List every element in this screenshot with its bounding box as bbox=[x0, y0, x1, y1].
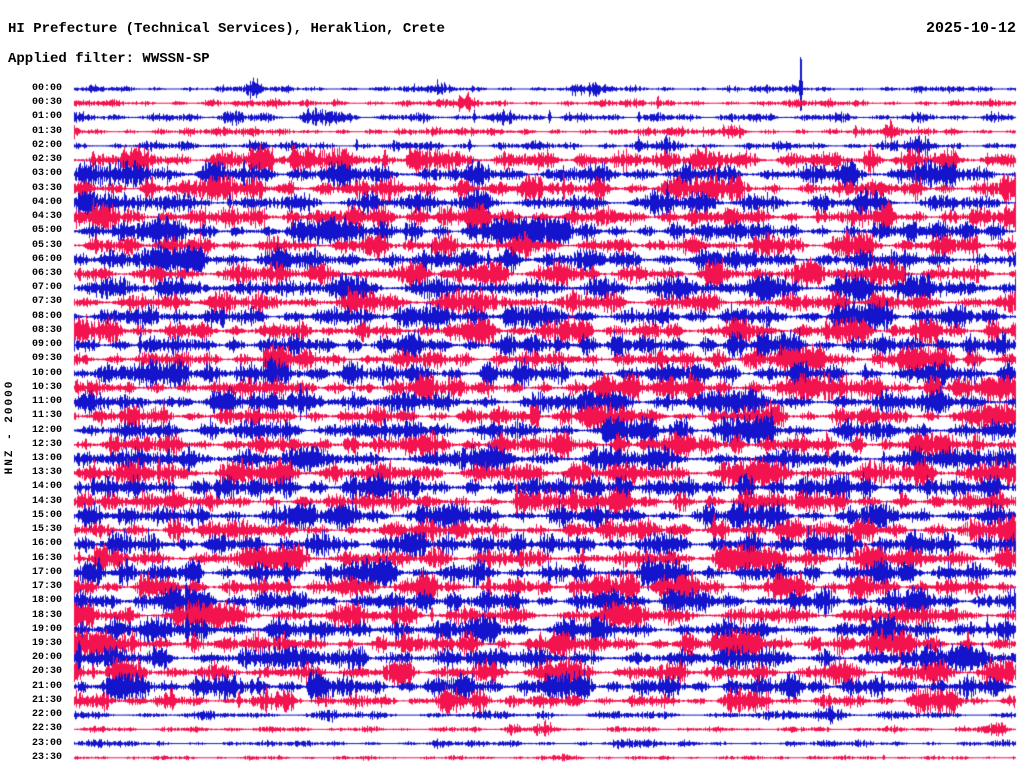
time-label: 19:30 bbox=[31, 637, 62, 649]
time-label: 08:30 bbox=[31, 324, 62, 336]
time-label: 16:00 bbox=[31, 538, 62, 550]
time-label: 08:00 bbox=[31, 310, 62, 322]
time-label: 13:30 bbox=[31, 467, 62, 479]
time-label: 23:30 bbox=[31, 751, 62, 763]
filter-label: Applied filter: WWSSN-SP bbox=[8, 51, 210, 67]
time-label: 19:00 bbox=[31, 623, 62, 635]
time-label: 09:00 bbox=[31, 339, 62, 351]
time-label: 09:30 bbox=[31, 353, 62, 365]
time-label: 11:00 bbox=[31, 396, 62, 408]
time-label: 03:30 bbox=[31, 182, 62, 194]
time-label: 12:00 bbox=[31, 424, 62, 436]
time-label: 01:30 bbox=[31, 125, 62, 137]
time-label: 10:00 bbox=[31, 367, 62, 379]
time-label: 17:00 bbox=[31, 566, 62, 578]
time-label: 21:00 bbox=[31, 680, 62, 692]
time-label: 12:30 bbox=[31, 438, 62, 450]
time-label: 03:00 bbox=[31, 168, 62, 180]
time-label: 21:30 bbox=[31, 694, 62, 706]
time-label: 06:30 bbox=[31, 267, 62, 279]
time-label: 00:30 bbox=[31, 97, 62, 109]
time-label: 14:00 bbox=[31, 481, 62, 493]
time-label: 04:30 bbox=[31, 211, 62, 223]
time-label: 20:30 bbox=[31, 666, 62, 678]
time-label: 01:00 bbox=[31, 111, 62, 123]
time-label: 05:30 bbox=[31, 239, 62, 251]
time-label: 07:30 bbox=[31, 296, 62, 308]
time-label: 16:30 bbox=[31, 552, 62, 564]
time-label: 18:30 bbox=[31, 609, 62, 621]
time-label: 18:00 bbox=[31, 595, 62, 607]
time-label: 14:30 bbox=[31, 495, 62, 507]
time-label: 02:00 bbox=[31, 139, 62, 151]
time-label: 11:30 bbox=[31, 410, 62, 422]
time-label: 10:30 bbox=[31, 381, 62, 393]
time-label: 17:30 bbox=[31, 581, 62, 593]
time-label: 00:00 bbox=[31, 83, 62, 94]
time-label: 23:00 bbox=[31, 737, 62, 749]
time-label: 06:00 bbox=[31, 253, 62, 265]
header-date: 2025-10-12 bbox=[925, 20, 1016, 37]
time-label: 22:30 bbox=[31, 723, 62, 735]
time-label: 04:00 bbox=[31, 196, 62, 208]
time-label: 02:30 bbox=[31, 154, 62, 166]
time-label: 15:00 bbox=[31, 509, 62, 521]
time-label: 07:00 bbox=[31, 282, 62, 294]
time-label: 13:00 bbox=[31, 452, 62, 464]
page-title: HI Prefecture (Technical Services), Hera… bbox=[8, 21, 445, 37]
time-label: 20:00 bbox=[31, 652, 62, 664]
time-label: 15:30 bbox=[31, 524, 62, 536]
time-label: 22:00 bbox=[31, 709, 62, 721]
time-label: 05:00 bbox=[31, 225, 62, 237]
